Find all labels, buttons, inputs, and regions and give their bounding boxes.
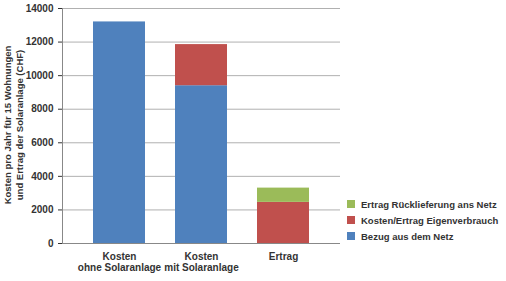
html-text:Bezug aus dem Netz: Bezug aus dem Netz: [361, 230, 454, 242]
svg-text:8000: 8000: [31, 103, 54, 114]
svg-text:Ertrag: Ertrag: [269, 251, 298, 262]
svg-text:4000: 4000: [31, 171, 54, 182]
svg-text:6000: 6000: [31, 137, 54, 148]
svg-text:2000: 2000: [31, 204, 54, 215]
svg-text:14000: 14000: [26, 3, 54, 14]
html-text:Kosten/Ertrag Eigenverbrauch: Kosten/Ertrag Eigenverbrauch: [361, 214, 499, 226]
svg-text:10000: 10000: [26, 70, 54, 81]
html-text:Ertrag Rücklieferung ans Netz: Ertrag Rücklieferung ans Netz: [361, 198, 497, 210]
svg-text:12000: 12000: [26, 36, 54, 47]
svg-text:Kostenmit Solaranlage: Kostenmit Solaranlage: [164, 251, 239, 273]
svg-text:Kosten pro Jahr für 15 Wohnung: Kosten pro Jahr für 15 Wohnungenund Ertr…: [2, 45, 25, 204]
svg-text:0: 0: [48, 238, 54, 249]
svg-text:Kostenohne Solaranlage: Kostenohne Solaranlage: [78, 251, 162, 273]
